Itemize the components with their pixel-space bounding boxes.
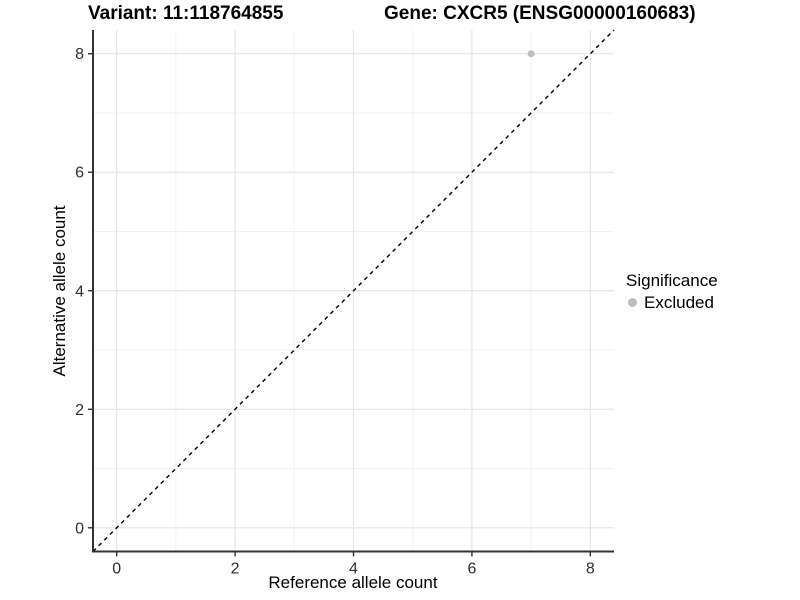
legend-entry-label: Excluded bbox=[644, 293, 714, 312]
x-axis-title: Reference allele count bbox=[268, 573, 437, 592]
variant-title: Variant: 11:118764855 bbox=[88, 3, 284, 24]
y-tick-label: 2 bbox=[75, 402, 84, 419]
identity-dashed-line bbox=[92, 29, 615, 552]
legend-title: Significance bbox=[626, 271, 718, 290]
legend: Significance Excluded bbox=[626, 270, 718, 313]
excluded-point-icon bbox=[628, 298, 637, 307]
y-tick-label: 0 bbox=[75, 520, 84, 537]
data-layer bbox=[92, 29, 615, 552]
legend-entry-excluded: Excluded bbox=[626, 292, 718, 313]
y-axis-title: Alternative allele count bbox=[50, 205, 69, 376]
y-tick-label: 6 bbox=[75, 165, 84, 182]
x-tick-label: 4 bbox=[349, 561, 358, 578]
x-tick-label: 0 bbox=[112, 561, 121, 578]
y-tick-label: 8 bbox=[75, 46, 84, 63]
y-tick-label: 4 bbox=[75, 283, 84, 300]
x-tick-label: 8 bbox=[586, 561, 595, 578]
x-tick-label: 2 bbox=[231, 561, 240, 578]
axes-layer: 0 2 4 6 8 0 2 4 6 8 bbox=[75, 30, 614, 578]
data-point-excluded bbox=[527, 50, 535, 58]
gene-title: Gene: CXCR5 (ENSG00000160683) bbox=[384, 3, 696, 24]
x-tick-label: 6 bbox=[467, 561, 476, 578]
